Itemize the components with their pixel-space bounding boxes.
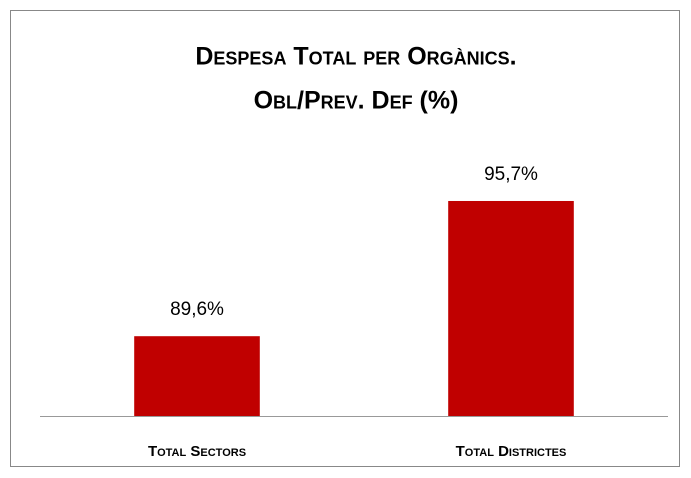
bar xyxy=(134,336,260,416)
x-tick-label: Total Sectors xyxy=(148,443,246,460)
chart-title: Obl/Prev. Def (%) xyxy=(254,87,459,115)
bar xyxy=(448,200,574,416)
chart-frame xyxy=(10,10,680,467)
value-label: 89,6% xyxy=(170,299,224,320)
x-tick-label: Total Districtes xyxy=(456,443,567,460)
chart-title: Despesa Total per Orgànics. xyxy=(195,43,516,71)
value-label: 95,7% xyxy=(484,164,538,185)
